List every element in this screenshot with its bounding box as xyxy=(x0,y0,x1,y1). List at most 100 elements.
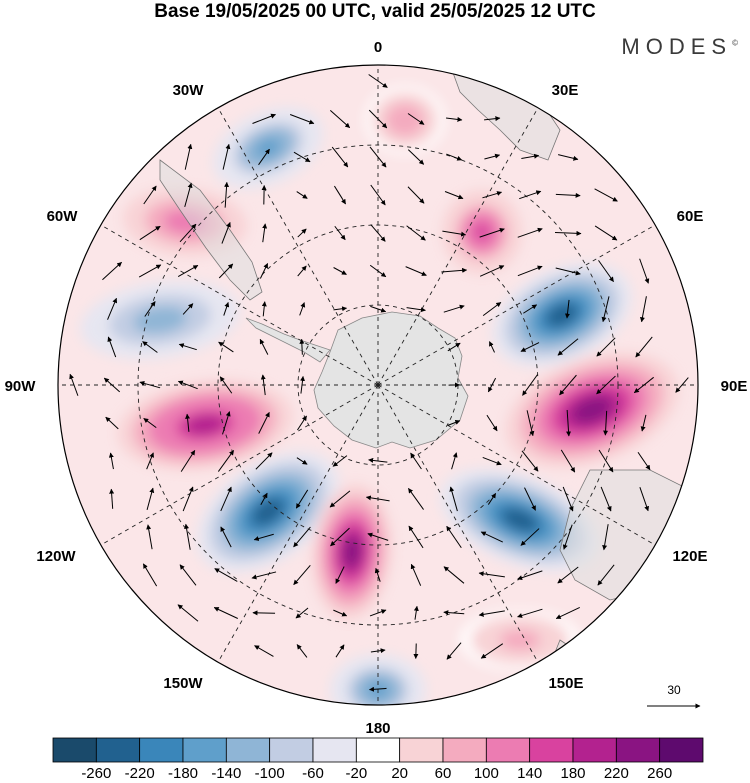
anomaly-high-165w xyxy=(311,484,393,620)
wind-vector xyxy=(184,182,193,207)
wind-vector xyxy=(143,185,157,205)
wind-vector xyxy=(144,301,156,317)
wind-vector xyxy=(479,227,505,238)
wind-vector xyxy=(596,375,616,395)
wind-vector xyxy=(443,566,465,584)
wind-vector xyxy=(603,410,609,436)
wind-vector xyxy=(333,267,347,275)
wind-vector xyxy=(108,452,114,470)
wind-vector xyxy=(446,116,463,122)
colorbar-label: -100 xyxy=(255,765,285,782)
wind-vector xyxy=(334,225,346,241)
wind-vector xyxy=(594,188,618,202)
wind-vector xyxy=(406,225,426,241)
colorbar-swatch xyxy=(659,737,704,763)
wind-vector xyxy=(413,605,419,620)
colorbar-label: 100 xyxy=(474,765,499,782)
wind-vector xyxy=(178,343,197,351)
wind-vector xyxy=(517,265,543,277)
meridian-line xyxy=(91,219,379,386)
lon-label-0: 0 xyxy=(374,39,382,56)
wind-vector xyxy=(598,260,614,283)
wind-vector xyxy=(447,342,461,352)
wind-vector xyxy=(487,493,497,505)
wind-vector xyxy=(295,607,309,619)
wind-vector xyxy=(146,487,155,511)
wind-vector xyxy=(555,192,581,198)
wind-vector xyxy=(598,449,614,473)
colorbar-label: 260 xyxy=(647,765,672,782)
wind-vector xyxy=(522,374,538,396)
colorbar-swatch xyxy=(529,737,574,763)
wind-vector xyxy=(446,153,463,161)
wind-vector xyxy=(297,415,307,431)
colorbar-swatch xyxy=(355,737,401,763)
wind-vector xyxy=(255,452,273,470)
wind-vector xyxy=(107,297,118,320)
wind-vector xyxy=(251,571,277,580)
wind-vector xyxy=(410,563,422,586)
wind-vector xyxy=(368,74,388,88)
wind-vector xyxy=(222,143,231,170)
wind-vector xyxy=(639,487,650,512)
colorbar-swatch xyxy=(485,737,531,763)
wind-vector xyxy=(489,341,495,353)
wind-vector xyxy=(296,644,308,658)
wind-vector xyxy=(555,607,580,619)
wind-vector xyxy=(479,265,505,277)
wind-vector xyxy=(562,524,573,550)
wind-vector xyxy=(447,420,461,426)
meridian-line xyxy=(377,98,544,386)
wind-vector xyxy=(297,228,307,238)
colorbar-label: -20 xyxy=(345,765,367,782)
wind-vector xyxy=(177,264,199,278)
wind-vector xyxy=(559,374,577,396)
wind-vector xyxy=(406,307,426,313)
wind-vector xyxy=(299,338,305,355)
wind-vector xyxy=(177,380,198,390)
wind-vector xyxy=(675,377,689,393)
wind-vector xyxy=(486,414,498,432)
antarctica-landmass xyxy=(245,311,469,449)
wind-vector xyxy=(214,568,238,582)
wind-vector xyxy=(224,181,230,208)
anomaly-high-0 xyxy=(365,86,445,154)
wind-vector xyxy=(221,222,231,244)
colorbar-swatch xyxy=(182,737,227,763)
map-boundary xyxy=(57,64,699,706)
wind-vector xyxy=(223,301,230,316)
wind-vector xyxy=(138,264,162,278)
wind-vector xyxy=(333,306,348,312)
wind-vector xyxy=(635,336,653,358)
anomaly-low-130e xyxy=(440,468,600,572)
wind-vector xyxy=(146,452,154,470)
wind-vector xyxy=(252,113,276,124)
wind-vector xyxy=(368,109,388,129)
wind-vectors xyxy=(69,74,689,692)
colorbar-label: -220 xyxy=(125,765,155,782)
brand-mark: © xyxy=(732,38,738,48)
wind-vector xyxy=(441,267,468,273)
wind-vector xyxy=(293,151,311,163)
wind-vector xyxy=(220,486,232,512)
wind-vector xyxy=(222,411,231,435)
wind-vector xyxy=(517,608,543,618)
wind-vector xyxy=(374,567,381,582)
modes-logo: MODES© xyxy=(621,34,738,60)
wind-vector xyxy=(296,191,308,199)
wind-vector xyxy=(146,524,153,550)
wind-vector xyxy=(480,531,503,543)
colorbar-label: -140 xyxy=(211,765,241,782)
wind-vector xyxy=(480,643,504,659)
wind-vector xyxy=(451,452,458,470)
colorbar-label: 180 xyxy=(560,765,585,782)
wind-vector xyxy=(482,456,502,466)
wind-vector xyxy=(142,563,158,587)
meridian-line xyxy=(377,219,665,386)
wind-vector xyxy=(220,526,232,548)
wind-vector xyxy=(179,223,197,243)
colorbar-swatch xyxy=(615,737,661,763)
lon-label-180: 180 xyxy=(365,720,390,737)
colorbar-label: 60 xyxy=(435,765,452,782)
